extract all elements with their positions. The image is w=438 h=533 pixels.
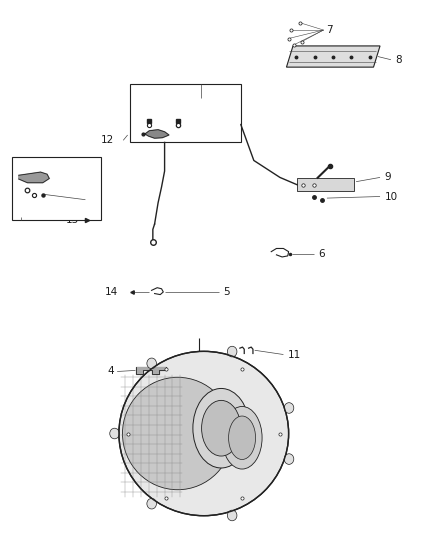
Text: 9: 9 (385, 172, 391, 182)
Polygon shape (145, 130, 169, 138)
Ellipse shape (147, 358, 156, 369)
Ellipse shape (193, 389, 250, 468)
Ellipse shape (222, 407, 262, 469)
Text: 8: 8 (395, 55, 402, 64)
Ellipse shape (119, 351, 289, 516)
Text: 1: 1 (198, 88, 204, 99)
Bar (130, 84, 241, 142)
Ellipse shape (227, 346, 237, 357)
Text: 3: 3 (180, 102, 187, 112)
Ellipse shape (201, 400, 241, 456)
FancyBboxPatch shape (297, 179, 354, 191)
Bar (12, 157, 102, 220)
Text: 2: 2 (154, 102, 160, 112)
Text: 5: 5 (223, 287, 230, 297)
Text: 10: 10 (385, 191, 398, 201)
Ellipse shape (110, 428, 119, 439)
Text: 13: 13 (86, 195, 99, 205)
Text: 15: 15 (66, 215, 79, 225)
Text: 7: 7 (325, 25, 332, 35)
Text: 14: 14 (105, 287, 118, 297)
Text: 12: 12 (100, 135, 114, 146)
Text: 6: 6 (318, 249, 325, 259)
Ellipse shape (284, 402, 294, 413)
Ellipse shape (147, 498, 156, 509)
Ellipse shape (229, 416, 255, 459)
Ellipse shape (284, 454, 294, 464)
Text: 11: 11 (288, 350, 301, 360)
Polygon shape (286, 46, 380, 67)
Text: 4: 4 (107, 367, 114, 376)
Polygon shape (136, 367, 166, 374)
Polygon shape (19, 172, 49, 183)
Ellipse shape (123, 377, 233, 490)
Ellipse shape (227, 510, 237, 521)
